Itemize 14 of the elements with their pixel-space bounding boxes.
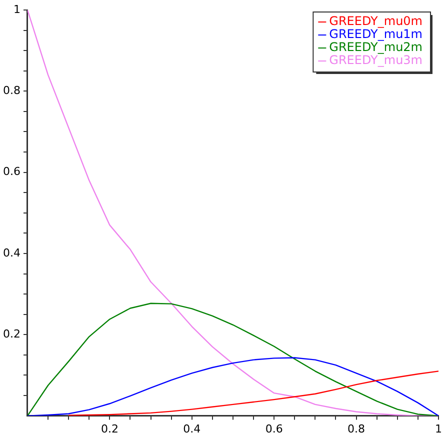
legend-label: GREEDY_mu2m (329, 40, 423, 54)
x-tick-label: 0.2 (100, 422, 118, 436)
legend-label: GREEDY_mu0m (329, 14, 423, 28)
y-tick-label: 0.8 (2, 84, 20, 98)
x-tick-label: 0.4 (183, 422, 201, 436)
x-tick-label: 0.8 (348, 422, 366, 436)
y-tick-label: 0.4 (2, 246, 20, 260)
x-tick-label: 0.6 (265, 422, 283, 436)
legend-label: GREEDY_mu3m (329, 53, 423, 68)
y-tick-label: 0.2 (2, 328, 20, 340)
legend-label: GREEDY_mu1m (329, 27, 423, 42)
y-tick-label: 0.6 (2, 165, 20, 178)
y-tick-label: 1 (13, 2, 20, 16)
x-tick-label: 1 (435, 422, 442, 436)
